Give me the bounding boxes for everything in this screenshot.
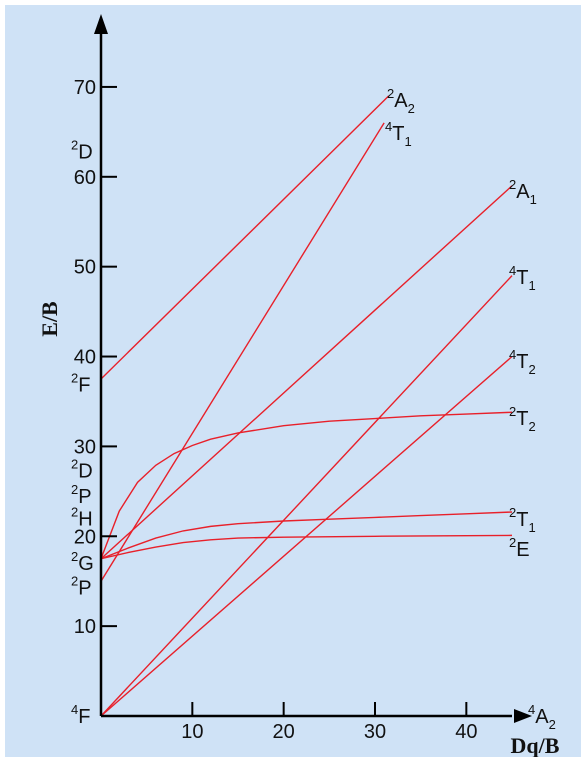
- left-term-label-4: 2H: [71, 504, 93, 530]
- left-term-label-1: 2F: [71, 370, 90, 396]
- series-line-2T2-5: [100, 411, 513, 559]
- chart-area: 10 20 30 40 50 60 70 10 20 30 40 2D 2F 2D 2P 2H 2G 2P 4F 2A…: [5, 5, 581, 757]
- series-line-2A2-0: [100, 95, 390, 380]
- left-term-label-3: 2P: [71, 482, 92, 508]
- series-line-2E-7: [100, 534, 513, 560]
- x-axis-title: Dq/B: [511, 733, 560, 757]
- y-axis-title: E/B: [37, 301, 62, 337]
- left-term-label-5: 2G: [71, 549, 94, 575]
- x-axis-end-label: 4A2: [528, 702, 556, 732]
- y-tick-label-70: 70: [74, 77, 96, 99]
- x-tick-label-40: 40: [455, 721, 477, 743]
- left-term-label-7: 4F: [71, 702, 90, 728]
- series-label-2A2-0: 2A2: [387, 86, 415, 116]
- y-tick-label-30: 30: [74, 436, 96, 458]
- series-label-2A1-2: 2A1: [509, 177, 537, 207]
- series-label-4T1-1: 4T1: [385, 119, 412, 149]
- x-tick-label-20: 20: [273, 721, 295, 743]
- series-line-4T1-3: [100, 275, 513, 717]
- y-tick-label-10: 10: [74, 616, 96, 638]
- series-label-2T1-6: 2T1: [509, 505, 536, 535]
- left-term-label-6: 2P: [71, 573, 92, 599]
- y-axis-arrow: [94, 14, 108, 34]
- left-term-label-2: 2D: [71, 457, 93, 483]
- x-tick-label-10: 10: [181, 721, 203, 743]
- y-tick-label-50: 50: [74, 257, 96, 279]
- series-line-2A1-2: [100, 185, 513, 560]
- series-line-4T1-1: [100, 122, 385, 582]
- series-line-2T1-6: [100, 511, 513, 560]
- left-term-label-0: 2D: [71, 138, 93, 164]
- series-label-2T2-5: 2T2: [509, 404, 536, 434]
- y-tick-label-40: 40: [74, 347, 96, 369]
- y-tick-label-60: 60: [74, 167, 96, 189]
- series-label-2E-7: 2E: [509, 535, 530, 561]
- x-axis-arrow: [514, 709, 532, 723]
- series-label-4T2-4: 4T2: [509, 347, 536, 377]
- y-tick-label-20: 20: [74, 526, 96, 548]
- x-tick-label-30: 30: [364, 721, 386, 743]
- series-label-4T1-3: 4T1: [509, 263, 536, 293]
